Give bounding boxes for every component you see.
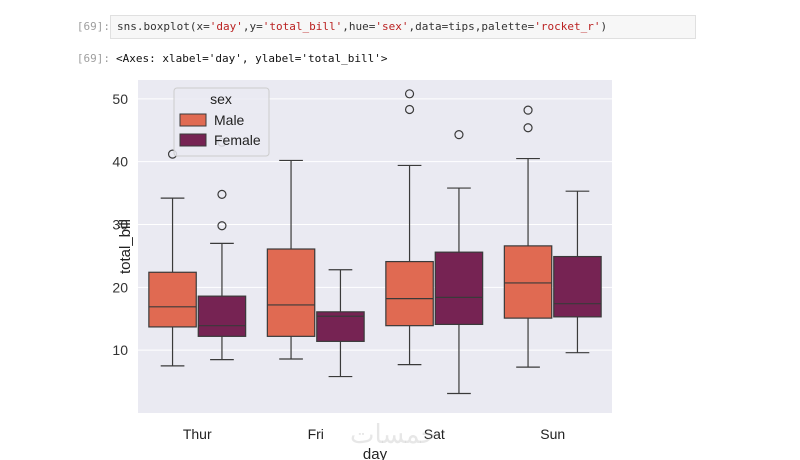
outlier-point [454,130,464,140]
outlier-point [404,89,415,99]
legend-swatch-female [179,133,207,147]
legend-swatch-male [179,113,207,127]
box-male-fri [266,248,316,337]
outlier-point [523,123,533,133]
y-tick-label: 10 [112,342,128,358]
watermark: خمسات [350,420,437,450]
code-editor[interactable]: sns.boxplot(x='day',y='total_bill',hue='… [110,15,696,39]
code-close: ) [600,20,608,33]
box-female-sat [434,251,484,326]
code-fn: sns.boxplot( [117,20,197,33]
box-female-thur [197,295,247,337]
code-x-val: 'day' [209,20,243,33]
x-tick-label: Sat [424,426,445,442]
box-male-sat [385,260,434,327]
code-y-val: 'total_bill' [262,20,343,33]
input-cell: [69]: sns.boxplot(x='day',y='total_bill'… [0,0,800,45]
y-tick-label: 50 [112,91,128,107]
boxplot-chart: 10 20 30 40 50 Thur Fri Sat Sun day total_bill sex M… [112,80,612,460]
output-text: <Axes: xlabel='day', ylabel='total_bill'… [116,52,388,65]
code-palette-val: 'rocket_r' [534,20,601,33]
y-tick-label: 20 [112,279,128,295]
outlier-point [404,104,415,115]
code-y-kw: ,y= [242,20,263,33]
code-data-kw: ,data=tips,palette= [408,20,535,33]
box-male-thur [148,271,197,328]
x-tick-label: Sun [540,426,565,442]
code-hue-kw: ,hue= [342,20,376,33]
output-cell: [69]: [0,45,800,460]
legend-label-female: Female [214,132,261,148]
box-male-sun [503,245,553,319]
x-axis-label: day [363,446,388,460]
input-prompt: [69]: [76,20,110,33]
outlier-point [217,221,227,231]
x-tick-label: Fri [308,426,324,442]
code-x-kw: x= [196,20,210,33]
outlier-point [523,105,533,115]
code-hue-val: 'sex' [375,20,409,33]
y-tick-label: 40 [112,154,128,170]
y-axis-label: total_bill [117,219,134,274]
outlier-point [217,189,227,199]
box-female-sun [553,255,602,318]
output-prompt: [69]: [76,52,110,65]
legend-label-male: Male [214,112,245,128]
x-tick-label: Thur [183,426,212,442]
y-tick-label: 30 [112,217,128,233]
legend-title: sex [210,91,232,107]
